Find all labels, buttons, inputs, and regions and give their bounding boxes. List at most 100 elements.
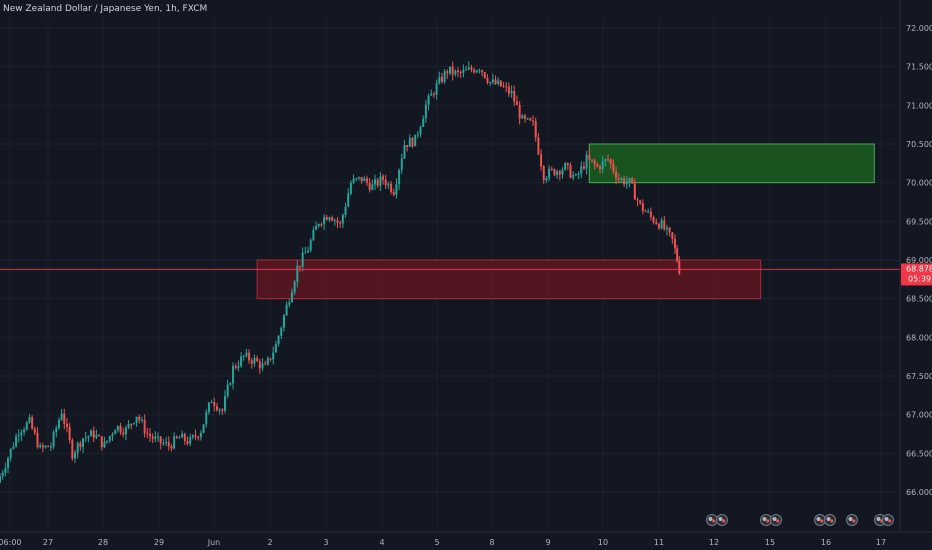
- candle-body: [435, 83, 438, 95]
- resistance-zone[interactable]: [588, 143, 875, 184]
- economic-event-icon[interactable]: [824, 514, 836, 526]
- candle-body: [601, 161, 604, 170]
- candle-body: [561, 169, 564, 175]
- candle-body: [532, 120, 535, 122]
- economic-event-icon[interactable]: [770, 514, 782, 526]
- y-tick-label: 66.500: [906, 449, 932, 458]
- candle-body: [395, 184, 398, 195]
- x-tick-label: 9: [545, 538, 550, 547]
- y-tick-label: 69.000: [906, 256, 932, 265]
- candle-body: [317, 224, 320, 227]
- candle-body: [521, 115, 524, 119]
- candle-body: [23, 429, 26, 433]
- economic-event-icon[interactable]: [760, 514, 772, 526]
- x-tick-label: 29: [154, 538, 164, 547]
- candle-body: [285, 304, 288, 316]
- candle-body: [408, 138, 411, 147]
- x-axis[interactable]: 06:00 27 28 29 Jun 2 3 4 5 8 9 10 11 12 15 16 17: [0, 531, 932, 547]
- candle-body: [376, 179, 379, 186]
- candle-body: [674, 238, 676, 249]
- x-tick-label: 28: [98, 538, 108, 547]
- candle-body: [502, 86, 505, 88]
- candle-body: [550, 168, 553, 170]
- candle-body: [55, 428, 58, 432]
- candle-body: [483, 72, 486, 78]
- economic-event-icon[interactable]: [706, 514, 718, 526]
- candle-body: [178, 437, 181, 439]
- candle-body: [534, 120, 537, 138]
- candle-body: [269, 358, 272, 360]
- economic-event-icon[interactable]: [882, 514, 894, 526]
- candle-body: [293, 281, 296, 293]
- y-axis[interactable]: 66.000 66.500 67.000 67.500 68.000 68.500 69.0…: [899, 0, 932, 532]
- candle-body: [607, 159, 610, 161]
- candle-body: [572, 175, 575, 178]
- candle-body: [432, 93, 435, 95]
- candle-body: [39, 445, 42, 448]
- candle-body: [266, 358, 269, 365]
- candle-body: [4, 468, 7, 473]
- candle-body: [481, 70, 484, 73]
- candle-body: [349, 182, 352, 194]
- candle-body: [272, 352, 275, 360]
- candle-body: [449, 66, 451, 74]
- candle-body: [499, 80, 502, 87]
- candle-body: [325, 217, 328, 220]
- candle-body: [424, 104, 427, 119]
- candle-body: [47, 445, 50, 448]
- candle-body: [304, 252, 307, 254]
- candle-body: [489, 82, 492, 84]
- candle-body: [210, 402, 213, 404]
- candle-body: [365, 178, 368, 183]
- support-zone[interactable]: [256, 259, 762, 300]
- candle-body: [149, 434, 151, 437]
- candle-body: [529, 118, 532, 121]
- candle-body: [542, 166, 545, 181]
- candle-body: [132, 423, 135, 425]
- candle-body: [403, 145, 406, 159]
- candle-body: [438, 77, 441, 84]
- candle-body: [116, 425, 119, 431]
- candle-body: [363, 178, 366, 182]
- candle-body: [130, 423, 133, 425]
- candle-body: [655, 222, 658, 224]
- candle-body: [507, 86, 510, 94]
- candle-body: [357, 176, 360, 179]
- candle-body: [215, 406, 218, 411]
- economic-event-icon[interactable]: [846, 514, 858, 526]
- candle-body: [170, 446, 173, 449]
- candle-body: [277, 335, 280, 344]
- x-tick-label: 15: [765, 538, 775, 547]
- candle-body: [582, 166, 585, 169]
- candle-body: [31, 417, 34, 429]
- candle-body: [341, 214, 344, 224]
- zones[interactable]: [256, 143, 875, 300]
- candle-body: [320, 224, 323, 226]
- economic-event-icon[interactable]: [814, 514, 826, 526]
- candle-body: [631, 177, 634, 184]
- candle-body: [261, 363, 264, 369]
- candle-body: [312, 230, 315, 241]
- candle-body: [446, 71, 449, 74]
- candle-body: [143, 419, 146, 434]
- y-tick-label: 66.000: [906, 488, 932, 497]
- economic-event-icon[interactable]: [716, 514, 728, 526]
- candle-body: [660, 220, 663, 229]
- candle-body: [478, 70, 481, 72]
- price-badge-countdown: 05:39: [908, 274, 931, 283]
- candle-body: [649, 211, 652, 217]
- candle-body: [199, 432, 202, 438]
- candle-body: [197, 436, 200, 438]
- candle-body: [360, 176, 363, 182]
- candle-body: [451, 66, 454, 75]
- candle-body: [33, 428, 36, 433]
- candle-body: [657, 223, 660, 229]
- candle-body: [671, 232, 674, 239]
- candle-body: [615, 171, 618, 179]
- y-tick-label: 70.000: [906, 179, 932, 188]
- candle-body: [419, 126, 422, 135]
- candle-body: [558, 171, 561, 175]
- candle-body: [590, 159, 593, 161]
- event-icons[interactable]: [706, 514, 894, 526]
